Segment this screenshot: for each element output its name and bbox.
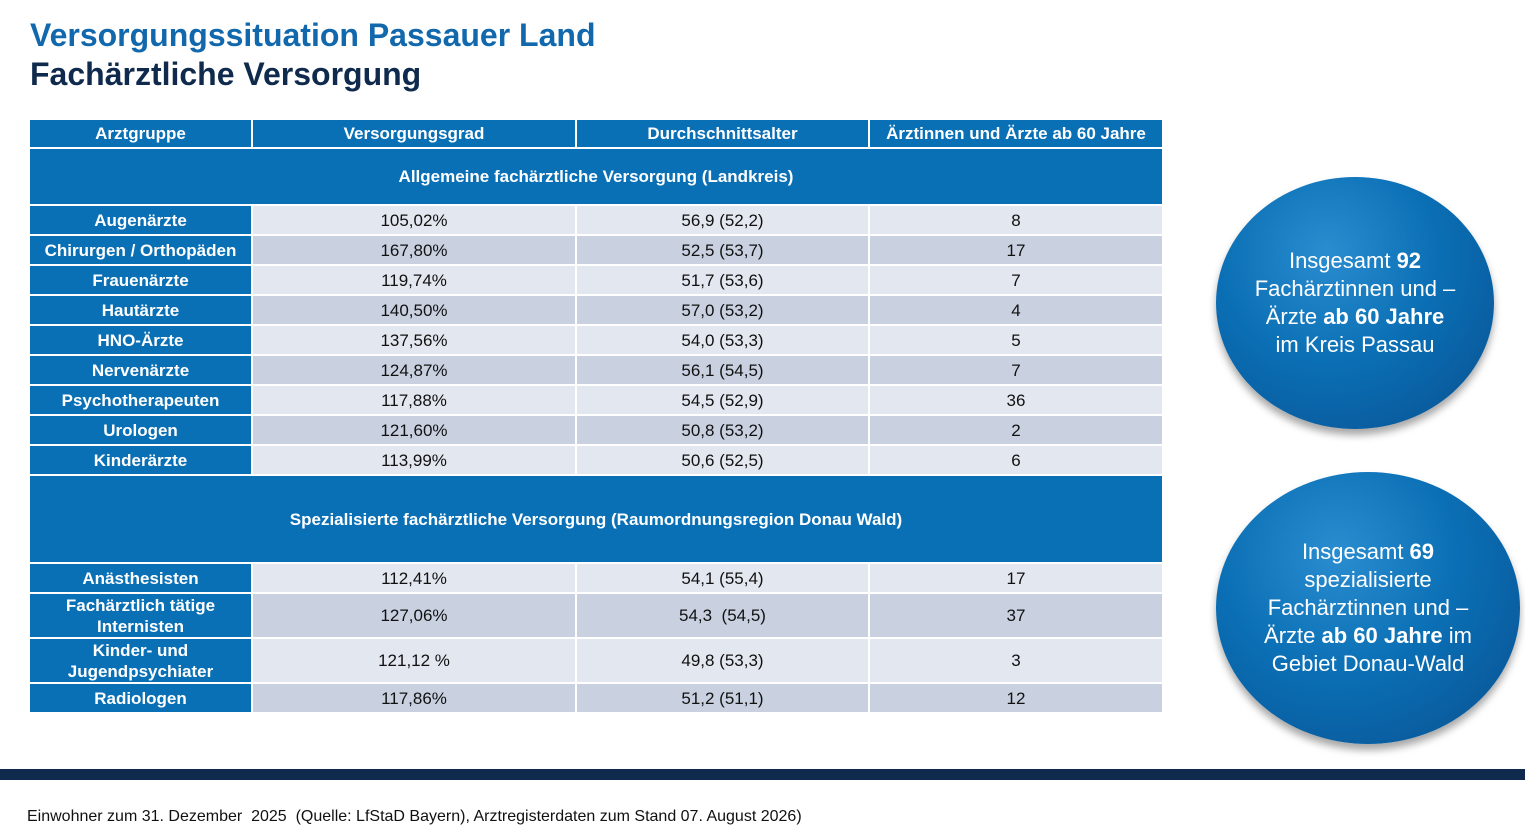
cell-versorgungsgrad: 105,02% [253,206,575,234]
section-row-general: Allgemeine fachärztliche Versorgung (Lan… [30,149,1162,204]
cell-versorgungsgrad: 117,88% [253,386,575,414]
section-row-specialized: Spezialisierte fachärztliche Versorgung … [30,476,1162,562]
cell-versorgungsgrad: 117,86% [253,684,575,712]
cell-aerzte-ab-60: 17 [870,236,1162,264]
table-row: Frauenärzte 119,74% 51,7 (53,6) 7 [30,266,1162,294]
cell-arztgruppe: Anästhesisten [30,564,251,592]
table-row: Radiologen 117,86% 51,2 (51,1) 12 [30,684,1162,712]
cell-arztgruppe: Urologen [30,416,251,444]
cell-arztgruppe: Psychotherapeuten [30,386,251,414]
section-heading-general: Allgemeine fachärztliche Versorgung (Lan… [30,149,1162,204]
cell-aerzte-ab-60: 7 [870,356,1162,384]
cell-durchschnittsalter: 51,2 (51,1) [577,684,868,712]
summary-text-kreis-passau: Insgesamt 92 Fachärztinnen und –Ärzte ab… [1252,247,1458,359]
cell-arztgruppe: Kinder- und Jugendpsychiater [30,639,251,682]
cell-arztgruppe: Fachärztlich tätige Internisten [30,594,251,637]
cell-durchschnittsalter: 56,1 (54,5) [577,356,868,384]
cell-versorgungsgrad: 113,99% [253,446,575,474]
summary-circle-donau-wald: Insgesamt 69 spezialisierte Fachärztinne… [1216,472,1520,744]
summary-circle-kreis-passau: Insgesamt 92 Fachärztinnen und –Ärzte ab… [1216,177,1494,429]
summary-emphasis: ab 60 Jahre [1323,304,1445,329]
table-header-row: Arztgruppe Versorgungsgrad Durchschnitts… [30,120,1162,147]
summary-text-part: Insgesamt [1288,248,1397,273]
header-aerzte-ab-60: Ärztinnen und Ärzte ab 60 Jahre [870,120,1162,147]
cell-aerzte-ab-60: 12 [870,684,1162,712]
cell-versorgungsgrad: 121,60% [253,416,575,444]
cell-arztgruppe: HNO-Ärzte [30,326,251,354]
footer-divider [0,769,1525,780]
cell-durchschnittsalter: 54,5 (52,9) [577,386,868,414]
cell-versorgungsgrad: 137,56% [253,326,575,354]
summary-text-part: spezialisierte Fachärztinnen und –Ärzte [1264,567,1469,648]
table-row: Augenärzte 105,02% 56,9 (52,2) 8 [30,206,1162,234]
cell-versorgungsgrad: 127,06% [253,594,575,637]
table-row: Psychotherapeuten 117,88% 54,5 (52,9) 36 [30,386,1162,414]
care-table: Arztgruppe Versorgungsgrad Durchschnitts… [28,118,1164,714]
cell-aerzte-ab-60: 3 [870,639,1162,682]
cell-durchschnittsalter: 50,6 (52,5) [577,446,868,474]
cell-arztgruppe: Frauenärzte [30,266,251,294]
summary-text-part: Fachärztinnen und –Ärzte [1254,276,1456,329]
cell-arztgruppe: Nervenärzte [30,356,251,384]
summary-count: 69 [1409,539,1435,564]
cell-durchschnittsalter: 54,3 (54,5) [577,594,868,637]
summary-text-part: im Kreis Passau [1275,332,1435,357]
cell-arztgruppe: Radiologen [30,684,251,712]
cell-versorgungsgrad: 112,41% [253,564,575,592]
cell-durchschnittsalter: 54,0 (53,3) [577,326,868,354]
summary-count: 92 [1396,248,1422,273]
page-title: Versorgungssituation Passauer Land [30,17,596,53]
footer-source-note: Einwohner zum 31. Dezember 2025 (Quelle:… [27,808,802,825]
cell-arztgruppe: Hautärzte [30,296,251,324]
cell-durchschnittsalter: 49,8 (53,3) [577,639,868,682]
summary-emphasis: ab 60 Jahre [1321,623,1443,648]
cell-versorgungsgrad: 119,74% [253,266,575,294]
cell-durchschnittsalter: 56,9 (52,2) [577,206,868,234]
table-row: Anästhesisten 112,41% 54,1 (55,4) 17 [30,564,1162,592]
cell-durchschnittsalter: 57,0 (53,2) [577,296,868,324]
table-row: Hautärzte 140,50% 57,0 (53,2) 4 [30,296,1162,324]
header-arztgruppe: Arztgruppe [30,120,251,147]
cell-arztgruppe: Kinderärzte [30,446,251,474]
cell-aerzte-ab-60: 36 [870,386,1162,414]
cell-durchschnittsalter: 51,7 (53,6) [577,266,868,294]
cell-aerzte-ab-60: 4 [870,296,1162,324]
header-versorgungsgrad: Versorgungsgrad [253,120,575,147]
page-subtitle: Fachärztliche Versorgung [30,56,422,92]
cell-durchschnittsalter: 52,5 (53,7) [577,236,868,264]
cell-aerzte-ab-60: 7 [870,266,1162,294]
cell-versorgungsgrad: 167,80% [253,236,575,264]
table-row: Nervenärzte 124,87% 56,1 (54,5) 7 [30,356,1162,384]
cell-durchschnittsalter: 50,8 (53,2) [577,416,868,444]
cell-durchschnittsalter: 54,1 (55,4) [577,564,868,592]
cell-aerzte-ab-60: 37 [870,594,1162,637]
cell-versorgungsgrad: 121,12 % [253,639,575,682]
table-row: HNO-Ärzte 137,56% 54,0 (53,3) 5 [30,326,1162,354]
cell-versorgungsgrad: 140,50% [253,296,575,324]
section-heading-specialized: Spezialisierte fachärztliche Versorgung … [30,476,1162,562]
table-row: Kinder- und Jugendpsychiater 121,12 % 49… [30,639,1162,682]
table-row: Fachärztlich tätige Internisten 127,06% … [30,594,1162,637]
table-row: Urologen 121,60% 50,8 (53,2) 2 [30,416,1162,444]
summary-text-donau-wald: Insgesamt 69 spezialisierte Fachärztinne… [1256,538,1481,678]
summary-text-part: im Gebiet Donau-Wald [1271,623,1472,676]
summary-text-part: Insgesamt [1301,539,1410,564]
table-row: Kinderärzte 113,99% 50,6 (52,5) 6 [30,446,1162,474]
cell-aerzte-ab-60: 17 [870,564,1162,592]
cell-aerzte-ab-60: 5 [870,326,1162,354]
header-durchschnittsalter: Durchschnittsalter [577,120,868,147]
cell-aerzte-ab-60: 8 [870,206,1162,234]
cell-versorgungsgrad: 124,87% [253,356,575,384]
cell-aerzte-ab-60: 2 [870,416,1162,444]
cell-aerzte-ab-60: 6 [870,446,1162,474]
cell-arztgruppe: Chirurgen / Orthopäden [30,236,251,264]
table-row: Chirurgen / Orthopäden 167,80% 52,5 (53,… [30,236,1162,264]
cell-arztgruppe: Augenärzte [30,206,251,234]
